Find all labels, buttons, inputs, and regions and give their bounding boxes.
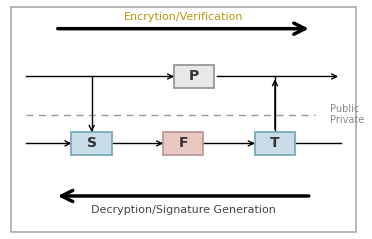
Text: P: P — [189, 70, 199, 83]
Text: F: F — [179, 136, 188, 150]
Text: Private: Private — [330, 115, 364, 125]
Text: S: S — [87, 136, 97, 150]
Text: T: T — [270, 136, 280, 150]
Text: Encrytion/Verification: Encrytion/Verification — [124, 12, 243, 22]
FancyBboxPatch shape — [71, 132, 112, 155]
Text: Decryption/Signature Generation: Decryption/Signature Generation — [91, 205, 276, 215]
FancyBboxPatch shape — [174, 65, 214, 88]
Text: Public: Public — [330, 104, 359, 114]
FancyBboxPatch shape — [255, 132, 295, 155]
FancyBboxPatch shape — [163, 132, 203, 155]
